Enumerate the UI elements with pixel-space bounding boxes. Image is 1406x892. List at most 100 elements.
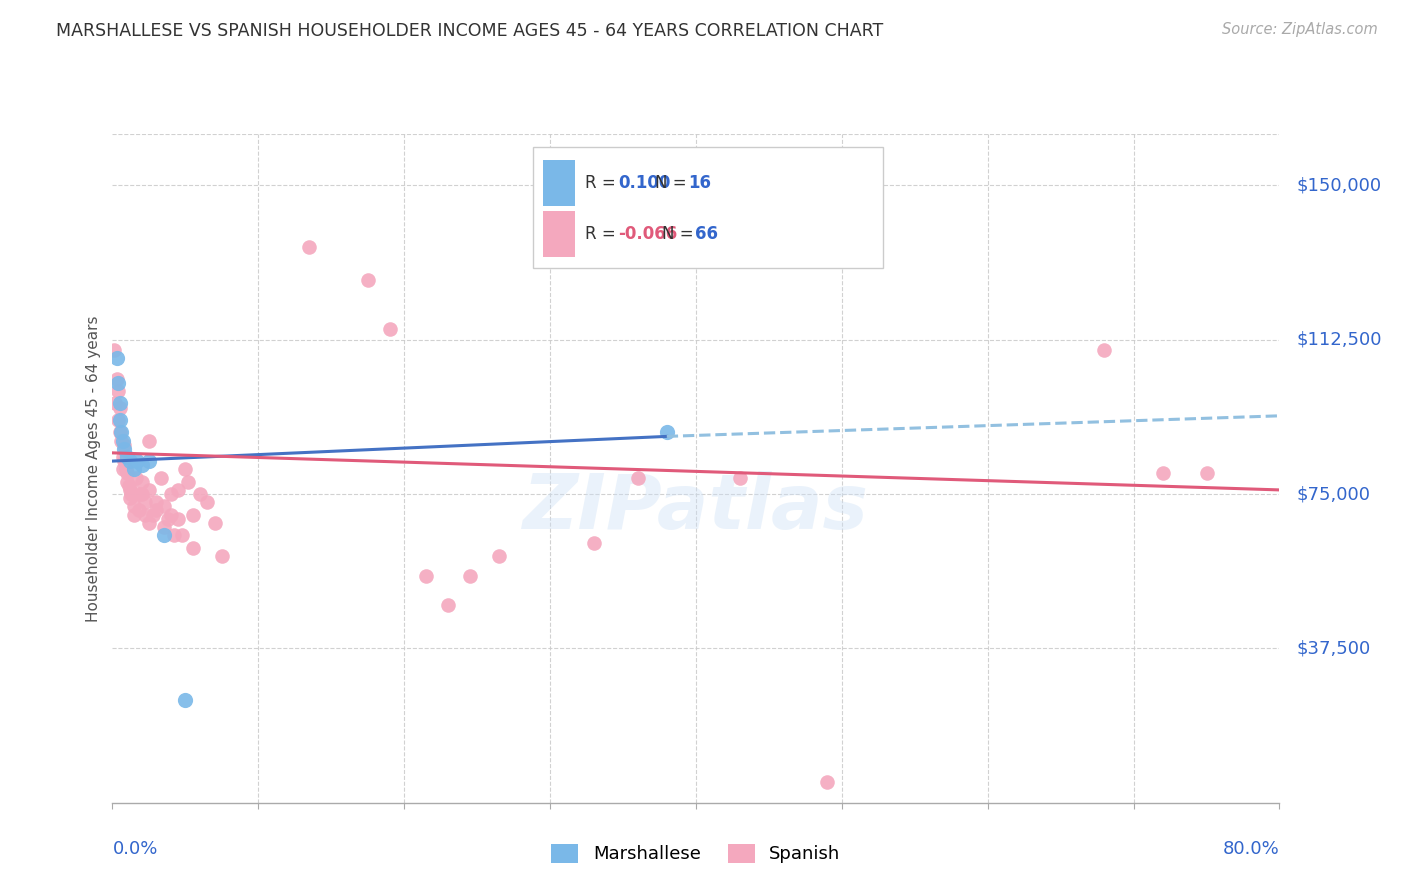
Point: [152, 520, 174, 534]
Point: [145, 495, 167, 509]
Point: [108, 413, 131, 427]
Point: [145, 503, 167, 517]
Point: [112, 454, 135, 468]
Point: [107, 384, 129, 398]
Point: [582, 536, 605, 550]
Point: [437, 598, 460, 612]
Point: [415, 569, 437, 583]
Point: [152, 500, 174, 514]
Text: $37,500: $37,500: [1296, 640, 1371, 657]
Point: [1195, 467, 1218, 481]
Point: [163, 528, 186, 542]
Text: MARSHALLESE VS SPANISH HOUSEHOLDER INCOME AGES 45 - 64 YEARS CORRELATION CHART: MARSHALLESE VS SPANISH HOUSEHOLDER INCOM…: [56, 22, 883, 40]
Point: [111, 434, 134, 448]
Point: [118, 454, 141, 468]
Point: [134, 495, 156, 509]
Point: [626, 470, 648, 484]
Text: ZIPatlas: ZIPatlas: [523, 472, 869, 545]
Text: $75,000: $75,000: [1296, 485, 1371, 503]
Point: [108, 396, 131, 410]
Point: [177, 475, 200, 489]
Point: [110, 434, 132, 448]
Point: [138, 434, 160, 448]
Point: [128, 503, 150, 517]
Text: -0.066: -0.066: [619, 225, 678, 243]
Point: [204, 516, 226, 530]
Point: [128, 487, 150, 501]
Point: [107, 413, 129, 427]
Point: [298, 240, 321, 254]
Point: [112, 437, 135, 451]
Point: [138, 483, 160, 497]
Text: 66: 66: [696, 225, 718, 243]
Text: R =: R =: [585, 174, 621, 193]
Point: [188, 487, 211, 501]
Point: [1092, 343, 1115, 357]
Point: [655, 425, 678, 440]
Point: [156, 512, 179, 526]
Text: 0.100: 0.100: [619, 174, 671, 193]
Point: [167, 483, 190, 497]
Point: [138, 516, 160, 530]
Point: [488, 549, 510, 563]
Text: $150,000: $150,000: [1296, 177, 1382, 194]
Point: [104, 396, 127, 410]
Point: [167, 512, 190, 526]
Point: [103, 343, 125, 357]
Text: $112,500: $112,500: [1296, 331, 1382, 349]
Point: [378, 322, 401, 336]
Point: [152, 528, 174, 542]
Point: [115, 467, 138, 481]
Point: [110, 425, 132, 440]
Point: [142, 508, 165, 522]
Point: [134, 508, 156, 522]
Point: [108, 425, 131, 440]
Point: [160, 487, 183, 501]
Point: [131, 458, 153, 473]
Point: [131, 475, 153, 489]
Point: [118, 483, 141, 497]
Point: [131, 487, 153, 501]
Point: [107, 376, 129, 390]
Point: [195, 495, 218, 509]
Point: [118, 491, 141, 505]
Point: [181, 508, 204, 522]
Point: [124, 500, 146, 514]
Point: [728, 470, 751, 484]
Point: [211, 549, 233, 563]
Point: [115, 450, 138, 464]
Point: [105, 372, 128, 386]
Point: [160, 508, 183, 522]
Point: [127, 454, 149, 468]
Point: [117, 479, 139, 493]
Point: [815, 775, 838, 789]
Point: [174, 693, 197, 707]
Point: [114, 462, 136, 476]
Point: [111, 450, 134, 464]
Point: [174, 462, 197, 476]
Point: [124, 508, 146, 522]
Point: [115, 475, 138, 489]
Text: N =: N =: [662, 225, 699, 243]
Legend: Marshallese, Spanish: Marshallese, Spanish: [544, 837, 848, 871]
Point: [105, 351, 128, 366]
Point: [357, 273, 380, 287]
Point: [1152, 467, 1174, 481]
Text: R =: R =: [585, 225, 621, 243]
Text: 16: 16: [689, 174, 711, 193]
Text: 0.0%: 0.0%: [112, 839, 157, 857]
Point: [124, 462, 146, 476]
Text: N =: N =: [655, 174, 692, 193]
Point: [112, 442, 135, 456]
Point: [181, 541, 204, 555]
Text: 80.0%: 80.0%: [1223, 839, 1279, 857]
Y-axis label: Householder Income Ages 45 - 64 years: Householder Income Ages 45 - 64 years: [86, 315, 101, 622]
Point: [149, 470, 172, 484]
Point: [125, 470, 148, 484]
Point: [138, 454, 160, 468]
Text: Source: ZipAtlas.com: Source: ZipAtlas.com: [1222, 22, 1378, 37]
Point: [108, 401, 131, 415]
Point: [111, 462, 134, 476]
Point: [172, 528, 194, 542]
Point: [458, 569, 481, 583]
